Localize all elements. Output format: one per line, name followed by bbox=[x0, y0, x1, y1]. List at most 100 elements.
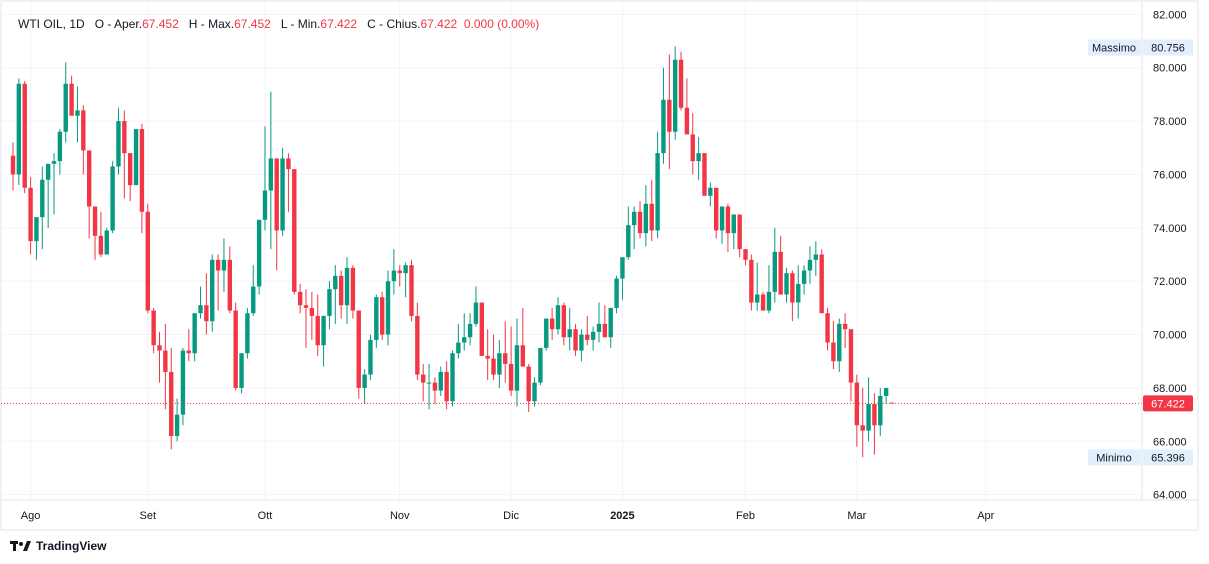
chart-frame bbox=[0, 0, 1199, 531]
price-tick-label: 80.000 bbox=[1153, 63, 1187, 75]
candle-body bbox=[807, 259, 813, 271]
candle-body bbox=[573, 329, 578, 351]
candle-body bbox=[479, 302, 484, 356]
open-label: O - Aper. bbox=[94, 17, 143, 31]
candle-body bbox=[456, 342, 461, 354]
candle-body bbox=[837, 323, 842, 362]
candle-body bbox=[485, 355, 490, 359]
min-marker-label: Minimo bbox=[1096, 452, 1131, 464]
candle-body bbox=[655, 153, 660, 231]
candle-body bbox=[192, 313, 197, 354]
time-tick-label: Nov bbox=[390, 510, 410, 522]
candle-body bbox=[16, 83, 22, 175]
price-tick-label: 74.000 bbox=[1153, 223, 1187, 235]
time-tick-label: Ago bbox=[21, 510, 41, 522]
candle-body bbox=[256, 219, 262, 287]
candle-body bbox=[801, 270, 807, 284]
grid bbox=[1, 1, 1142, 500]
candle-body bbox=[362, 374, 367, 388]
candle-body bbox=[854, 382, 860, 426]
price-tick-label: 76.000 bbox=[1153, 169, 1187, 181]
candle-body bbox=[585, 334, 590, 340]
candle-body bbox=[432, 382, 438, 391]
candle-body bbox=[532, 382, 537, 402]
candle-body bbox=[350, 267, 356, 311]
candle-body bbox=[403, 265, 408, 274]
candle-body bbox=[790, 273, 795, 303]
candle-body bbox=[544, 318, 549, 348]
candle-body bbox=[51, 161, 57, 164]
candle-body bbox=[520, 345, 526, 367]
candle-body bbox=[45, 163, 51, 180]
candle-body bbox=[842, 323, 848, 330]
close-value: 67.422 bbox=[420, 17, 458, 31]
candle-body bbox=[796, 283, 801, 303]
candle-body bbox=[590, 331, 596, 340]
price-tick-label: 68.000 bbox=[1153, 383, 1187, 395]
max-marker-value-bg bbox=[1143, 39, 1193, 56]
candle-body bbox=[725, 206, 731, 234]
candle-body bbox=[34, 217, 39, 242]
candle-body bbox=[450, 353, 455, 402]
candle-body bbox=[268, 158, 274, 191]
time-axis[interactable]: Ago Set Ott Nov Dic 2025 Feb Mar Apr bbox=[21, 510, 995, 522]
candle-body bbox=[526, 366, 531, 402]
candle-body bbox=[92, 206, 98, 236]
candle-body bbox=[151, 310, 156, 346]
candle-body bbox=[667, 99, 672, 132]
candle-body bbox=[631, 211, 637, 226]
candle-body bbox=[215, 259, 221, 271]
max-marker-value: 80.756 bbox=[1151, 43, 1185, 55]
max-marker-label: Massimo bbox=[1092, 43, 1136, 55]
candle-body bbox=[251, 286, 256, 314]
last-price-badge bbox=[1143, 395, 1193, 412]
candle-body bbox=[778, 251, 783, 295]
candle-body bbox=[233, 310, 238, 388]
candle-body bbox=[602, 323, 608, 338]
candle-body bbox=[719, 206, 725, 231]
candle-body bbox=[262, 190, 268, 220]
candle-body bbox=[637, 211, 643, 234]
tradingview-brand[interactable]: TradingView bbox=[10, 539, 106, 553]
candle-body bbox=[649, 203, 654, 231]
candle-body bbox=[661, 99, 666, 154]
candle-body bbox=[221, 259, 227, 271]
candle-body bbox=[57, 131, 63, 162]
time-tick-label: Dic bbox=[503, 510, 519, 522]
candle-body bbox=[508, 363, 514, 391]
price-tick-label: 66.000 bbox=[1153, 436, 1187, 448]
price-tick-label: 70.000 bbox=[1153, 330, 1187, 342]
time-tick-label: Apr bbox=[977, 510, 994, 522]
candle-body bbox=[737, 214, 742, 250]
candle-body bbox=[626, 225, 631, 258]
candle-body bbox=[227, 259, 233, 311]
candle-body bbox=[760, 294, 766, 311]
candle-body bbox=[315, 315, 320, 346]
symbol-label[interactable]: WTI OIL, 1D bbox=[18, 17, 85, 31]
candle-body bbox=[391, 270, 397, 282]
candle-body bbox=[620, 257, 625, 279]
candle-body bbox=[772, 251, 777, 292]
candle-body bbox=[379, 297, 385, 335]
high-value: 67.452 bbox=[234, 17, 271, 31]
candle-body bbox=[473, 302, 479, 324]
price-axis[interactable]: 82.000 80.000 78.000 76.000 74.000 72.000 70.0… bbox=[1153, 9, 1187, 501]
high-label: H - Max. bbox=[188, 17, 235, 31]
candle-body bbox=[421, 374, 426, 383]
candle-body bbox=[368, 339, 373, 375]
candle-body bbox=[239, 353, 244, 388]
candle-body bbox=[503, 353, 508, 364]
candle-body bbox=[848, 329, 854, 383]
candle-body bbox=[514, 345, 520, 391]
candle-body bbox=[169, 371, 174, 436]
candle-body bbox=[409, 265, 414, 316]
candle-body bbox=[245, 313, 250, 354]
ohlc-legend: WTI OIL, 1D O - Aper. 67.452 H - Max. 67.4… bbox=[18, 17, 539, 31]
candle-body bbox=[878, 395, 883, 426]
candle-body bbox=[116, 121, 121, 167]
time-tick-label: Set bbox=[140, 510, 157, 522]
candle-body bbox=[81, 110, 86, 151]
candle-body bbox=[819, 254, 824, 314]
candle-body bbox=[128, 153, 133, 186]
